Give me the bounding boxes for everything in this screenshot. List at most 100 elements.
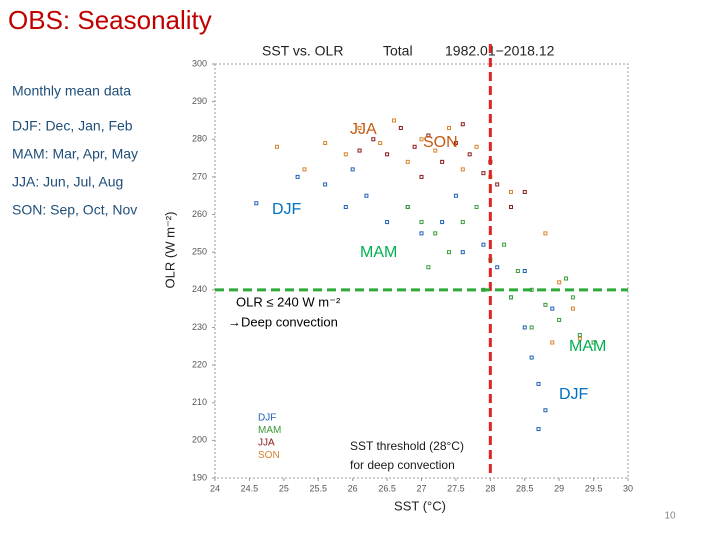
scatter-point [591, 340, 596, 345]
scatter-point [378, 141, 383, 146]
note: MAM: Mar, Apr, May [12, 146, 138, 162]
y-tick-label: 270 [192, 171, 207, 181]
scatter-point [460, 122, 465, 127]
scatter-point [557, 317, 562, 322]
scatter-point [357, 148, 362, 153]
scatter-point [254, 201, 259, 206]
scatter-point [543, 302, 548, 307]
annotation: DJF [272, 201, 302, 218]
scatter-point [557, 280, 562, 285]
annotation: for deep convection [350, 458, 455, 472]
scatter-point [570, 306, 575, 311]
scatter-point [508, 205, 513, 210]
annotation: DJF [559, 386, 589, 403]
scatter-point [467, 152, 472, 157]
y-tick-label: 290 [192, 96, 207, 106]
scatter-point [419, 231, 424, 236]
scatter-point [515, 269, 520, 273]
scatter-point [564, 276, 569, 281]
scatter-point [364, 193, 369, 198]
x-tick-label: 29.5 [585, 483, 603, 493]
y-tick-label: 200 [192, 435, 207, 445]
scatter-point [426, 133, 431, 138]
x-tick-label: 27 [416, 483, 426, 493]
scatter-point [440, 159, 445, 164]
legend-entry: DJF [258, 413, 276, 424]
annotation: SST threshold (28°C) [350, 439, 464, 453]
note: DJF: Dec, Jan, Feb [12, 118, 133, 134]
scatter-point [302, 167, 307, 172]
x-tick-label: 28.5 [516, 483, 534, 493]
scatter-point [371, 137, 376, 142]
scatter-point [295, 174, 300, 179]
scatter-point [495, 182, 500, 187]
scatter-point [543, 231, 548, 236]
scatter-point [447, 125, 452, 130]
y-tick-label: 260 [192, 209, 207, 219]
x-tick-label: 25 [279, 483, 289, 493]
scatter-point [550, 306, 555, 311]
y-tick-label: 240 [192, 284, 207, 294]
scatter-point [440, 220, 445, 225]
scatter-point [385, 220, 390, 225]
scatter-point [529, 355, 534, 360]
y-tick-label: 300 [192, 58, 207, 68]
scatter-point [453, 193, 458, 198]
x-tick-label: 28 [485, 483, 495, 493]
chart-subtitle: Total [383, 43, 413, 59]
scatter-point [529, 325, 534, 330]
annotation: MAM [569, 338, 606, 355]
chart-title: SST vs. OLR [262, 43, 343, 59]
scatter-point [419, 174, 424, 179]
x-tick-label: 29 [554, 483, 564, 493]
scatter-point [474, 144, 479, 149]
x-tick-label: 30 [623, 483, 633, 493]
scatter-point [460, 250, 465, 255]
heading: Monthly mean data [12, 83, 131, 99]
slide-title: OBS: Seasonality [8, 5, 212, 35]
scatter-point [577, 336, 582, 341]
x-axis-label: SST (°C) [394, 498, 446, 513]
scatter-point [405, 159, 410, 164]
legend-entry: SON [258, 450, 280, 461]
x-tick-label: 26 [348, 483, 358, 493]
legend-entry: JJA [258, 438, 275, 449]
scatter-point [274, 144, 279, 149]
y-tick-label: 210 [192, 397, 207, 407]
scatter-point [481, 242, 486, 247]
scatter-point [433, 148, 438, 153]
x-tick-label: 24.5 [241, 483, 259, 493]
scatter-point [419, 220, 424, 225]
scatter-point [502, 242, 507, 247]
scatter-point [536, 381, 541, 386]
scatter-point [405, 205, 410, 210]
y-tick-label: 250 [192, 247, 207, 257]
page-number: 10 [664, 511, 676, 522]
chart-period: 1982.01−2018.12 [445, 43, 555, 59]
scatter-point [453, 141, 458, 146]
scatter-point [474, 205, 479, 210]
y-tick-label: 220 [192, 359, 207, 369]
x-tick-label: 27.5 [447, 483, 465, 493]
annotation: JJA [350, 121, 377, 138]
annotation: MAM [360, 244, 397, 261]
scatter-point [412, 144, 417, 149]
y-tick-label: 280 [192, 134, 207, 144]
x-tick-label: 24 [210, 483, 220, 493]
scatter-point [508, 295, 513, 300]
scatter-point [398, 125, 403, 130]
scatter-point [550, 340, 555, 345]
scatter-point [385, 152, 390, 157]
note: JJA: Jun, Jul, Aug [12, 174, 123, 190]
scatter-point [522, 325, 527, 330]
scatter-point [577, 332, 582, 337]
scatter-point [570, 295, 575, 300]
scatter-point [508, 189, 513, 194]
scatter-point [543, 408, 548, 413]
scatter-point [460, 220, 465, 225]
scatter-point [343, 152, 348, 157]
scatter-point [495, 265, 500, 270]
scatter-point [343, 205, 348, 210]
x-tick-label: 26.5 [378, 483, 396, 493]
